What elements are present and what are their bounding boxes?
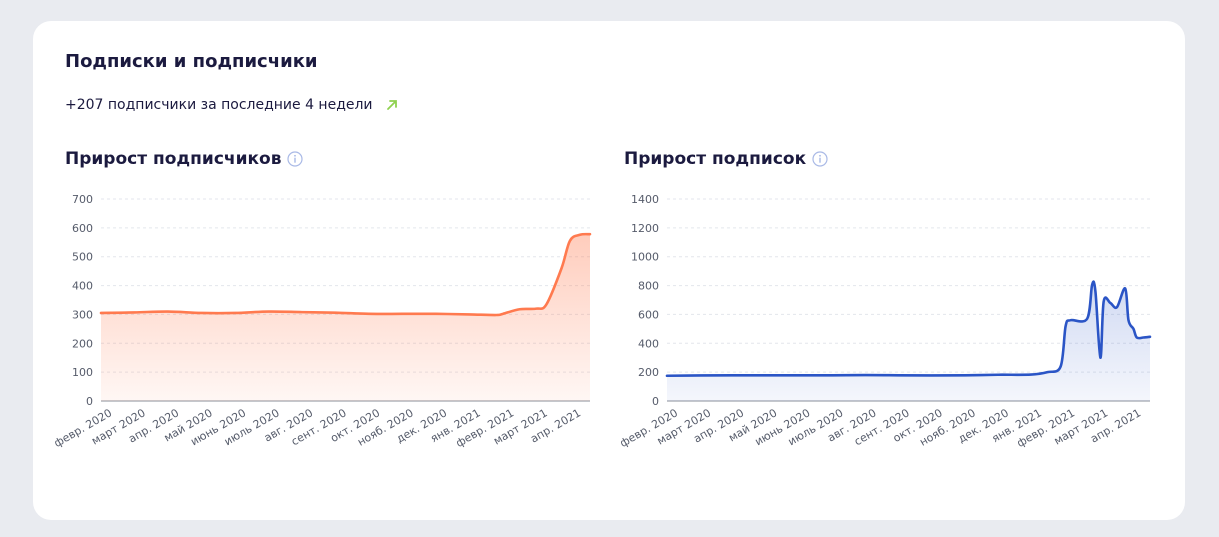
subscriptions-y-tick-label: 200 — [638, 366, 659, 379]
chart-title-followers: Прирост подписчиков — [65, 149, 304, 169]
followers-y-tick-label: 400 — [72, 280, 93, 293]
subscriptions-y-tick-label: 1000 — [631, 251, 659, 264]
followers-y-tick-label: 300 — [72, 308, 93, 321]
info-icon[interactable] — [812, 151, 828, 167]
section-title: Подписки и подписчики — [65, 51, 318, 72]
chart-title-followers-text: Прирост подписчиков — [65, 149, 282, 169]
chart-title-subscriptions-text: Прирост подписок — [624, 149, 807, 169]
subscriptions-y-tick-label: 600 — [638, 308, 659, 321]
subscriptions-y-tick-label: 1400 — [631, 193, 659, 206]
arrow-up-right-icon — [386, 100, 397, 110]
subscriptions-series-line — [665, 280, 1152, 378]
followers-series-area — [101, 234, 590, 401]
followers-y-tick-label: 200 — [72, 337, 93, 350]
subscriptions-y-tick-label: 0 — [652, 395, 659, 408]
followers-y-tick-label: 500 — [72, 251, 93, 264]
subscriptions-card: Подписки и подписчики +207 подписчики за… — [33, 21, 1185, 520]
chart-title-subscriptions: Прирост подписок — [624, 149, 828, 169]
subscriptions-y-tick-label: 1200 — [631, 222, 659, 235]
summary-text: +207 подписчики за последние 4 недели — [65, 97, 373, 113]
summary-line: +207 подписчики за последние 4 недели — [65, 97, 399, 113]
subscriptions-y-tick-label: 800 — [638, 280, 659, 293]
info-icon[interactable] — [287, 151, 304, 167]
followers-y-tick-label: 100 — [72, 366, 93, 379]
followers-y-tick-label: 0 — [86, 395, 93, 408]
followers-series-line — [99, 232, 592, 317]
subscriptions-y-tick-label: 400 — [638, 337, 659, 350]
followers-y-tick-label: 700 — [72, 193, 93, 206]
subscriptions-series-area — [667, 281, 1150, 401]
followers-y-tick-label: 600 — [72, 222, 93, 235]
